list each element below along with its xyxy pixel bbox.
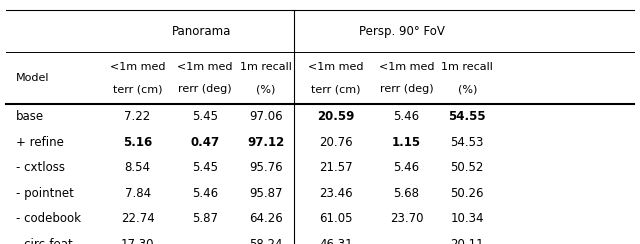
Text: - cxtloss: - cxtloss: [16, 161, 65, 174]
Text: 54.55: 54.55: [449, 110, 486, 123]
Text: base: base: [16, 110, 44, 123]
Text: (%): (%): [458, 84, 477, 94]
Text: 95.76: 95.76: [249, 161, 282, 174]
Text: 97.06: 97.06: [249, 110, 282, 123]
Text: <1m med: <1m med: [110, 62, 165, 72]
Text: 1m recall: 1m recall: [441, 62, 493, 72]
Text: 50.52: 50.52: [451, 161, 484, 174]
Text: terr (cm): terr (cm): [311, 84, 361, 94]
Text: 5.46: 5.46: [394, 161, 419, 174]
Text: 5.68: 5.68: [394, 187, 419, 200]
Text: 20.11: 20.11: [451, 238, 484, 244]
Text: 5.45: 5.45: [192, 110, 218, 123]
Text: 5.46: 5.46: [192, 187, 218, 200]
Text: 22.74: 22.74: [121, 213, 154, 225]
Text: <1m med: <1m med: [379, 62, 434, 72]
Text: (%): (%): [256, 84, 275, 94]
Text: 50.26: 50.26: [451, 187, 484, 200]
Text: 10.34: 10.34: [451, 213, 484, 225]
Text: + refine: + refine: [16, 136, 64, 149]
Text: 58.24: 58.24: [249, 238, 282, 244]
Text: 0.47: 0.47: [190, 136, 220, 149]
Text: 97.12: 97.12: [247, 136, 284, 149]
Text: 64.26: 64.26: [249, 213, 282, 225]
Text: 1m recall: 1m recall: [239, 62, 292, 72]
Text: 7.84: 7.84: [125, 187, 150, 200]
Text: - codebook: - codebook: [16, 213, 81, 225]
Text: rerr (deg): rerr (deg): [380, 84, 433, 94]
Text: 54.53: 54.53: [451, 136, 484, 149]
Text: Model: Model: [16, 73, 49, 83]
Text: terr (cm): terr (cm): [113, 84, 163, 94]
Text: 20.59: 20.59: [317, 110, 355, 123]
Text: 95.87: 95.87: [249, 187, 282, 200]
Text: 21.57: 21.57: [319, 161, 353, 174]
Text: -: -: [404, 238, 408, 244]
Text: 23.70: 23.70: [390, 213, 423, 225]
Text: 61.05: 61.05: [319, 213, 353, 225]
Text: 46.31: 46.31: [319, 238, 353, 244]
Text: <1m med: <1m med: [177, 62, 232, 72]
Text: Persp. 90° FoV: Persp. 90° FoV: [358, 25, 445, 38]
Text: -: -: [203, 238, 207, 244]
Text: 7.22: 7.22: [124, 110, 151, 123]
Text: 17.30: 17.30: [121, 238, 154, 244]
Text: <1m med: <1m med: [308, 62, 364, 72]
Text: Panorama: Panorama: [172, 25, 231, 38]
Text: 5.16: 5.16: [123, 136, 152, 149]
Text: 8.54: 8.54: [125, 161, 150, 174]
Text: rerr (deg): rerr (deg): [178, 84, 232, 94]
Text: 5.87: 5.87: [192, 213, 218, 225]
Text: - pointnet: - pointnet: [16, 187, 74, 200]
Text: 1.15: 1.15: [392, 136, 421, 149]
Text: 5.45: 5.45: [192, 161, 218, 174]
Text: 23.46: 23.46: [319, 187, 353, 200]
Text: 5.46: 5.46: [394, 110, 419, 123]
Text: 20.76: 20.76: [319, 136, 353, 149]
Text: - circ-feat.: - circ-feat.: [16, 238, 77, 244]
